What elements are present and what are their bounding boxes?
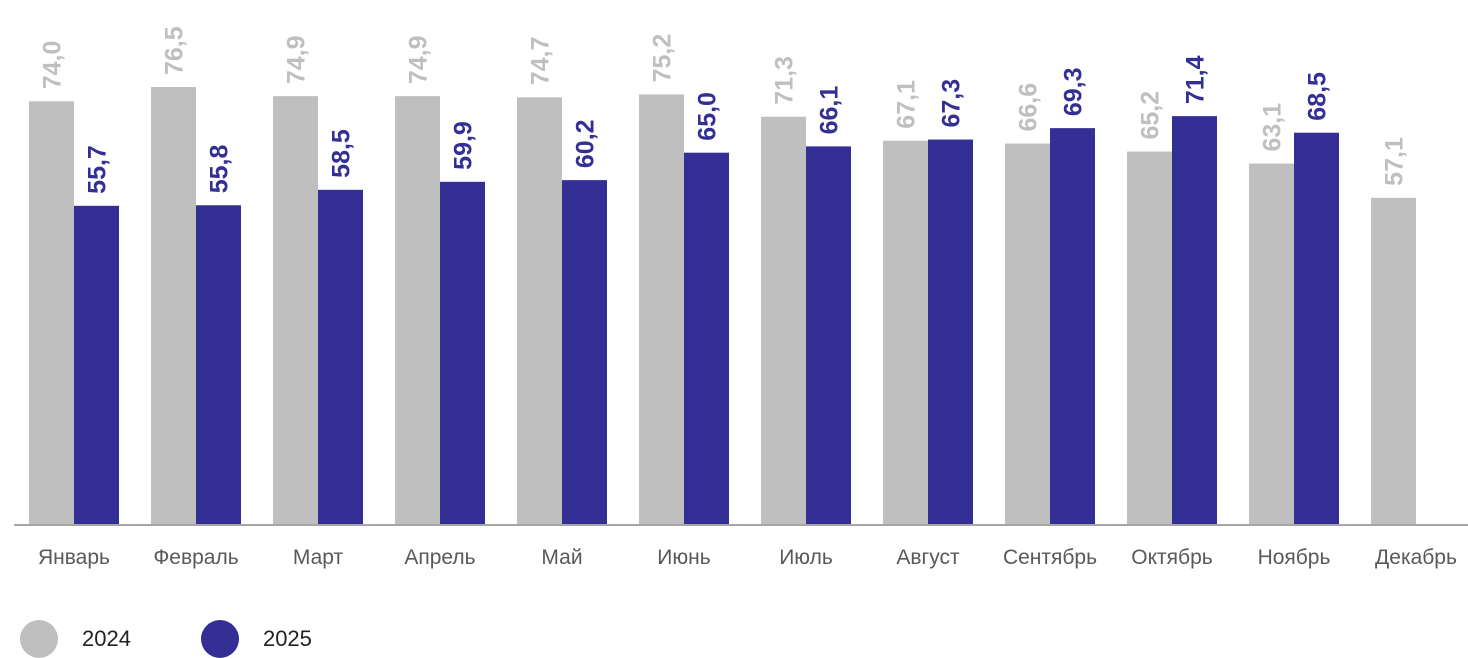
- legend-label-2025: 2025: [262, 626, 312, 651]
- legend-swatch-2024: [20, 620, 58, 658]
- data-label-2025-4: 59,9: [450, 121, 478, 170]
- data-label-2024-7: 71,3: [771, 56, 799, 105]
- x-tick-label-1: Январь: [38, 546, 110, 569]
- data-label-2024-11: 63,1: [1259, 103, 1287, 152]
- bar-2025-2: [196, 205, 241, 524]
- bar-2024-5: [517, 97, 562, 525]
- x-tick-label-2: Февраль: [153, 546, 238, 569]
- data-label-2025-1: 55,7: [84, 145, 112, 194]
- data-label-2024-5: 74,7: [527, 37, 555, 86]
- data-label-2025-9: 69,3: [1060, 67, 1088, 116]
- legend-label-2024: 2024: [82, 626, 131, 651]
- data-label-2025-7: 66,1: [816, 86, 844, 135]
- x-tick-label-9: Сентябрь: [1003, 546, 1097, 569]
- bar-2024-1: [29, 101, 74, 525]
- bar-2025-4: [440, 181, 485, 524]
- data-label-2024-2: 76,5: [161, 26, 189, 75]
- data-labels-layer: 74,0 55,7 76,5 55,8 74,9 58,5 74,9 59,9 74,7 60,2…: [39, 26, 1409, 194]
- bar-2025-3: [318, 189, 363, 524]
- data-label-2025-8: 67,3: [938, 79, 966, 128]
- data-label-2025-10: 71,4: [1182, 55, 1210, 104]
- bar-2025-1: [74, 205, 119, 524]
- data-label-2024-9: 66,6: [1015, 83, 1043, 132]
- data-label-2024-4: 74,9: [405, 35, 433, 84]
- bar-2024-4: [395, 96, 440, 525]
- x-tick-label-3: Март: [293, 546, 344, 569]
- bar-2025-5: [562, 180, 607, 524]
- bar-2024-9: [1005, 143, 1050, 524]
- data-label-2024-6: 75,2: [649, 34, 677, 83]
- bar-2024-7: [761, 116, 806, 524]
- data-label-2025-6: 65,0: [694, 92, 722, 141]
- legend: 2024 2025: [20, 620, 382, 658]
- bar-2024-8: [883, 140, 928, 525]
- legend-swatch-2025: [200, 620, 239, 658]
- x-tick-label-4: Апрель: [404, 546, 475, 569]
- legend-item-2024: 2024: [20, 620, 131, 658]
- bar-2025-11: [1294, 132, 1339, 524]
- x-tick-label-7: Июль: [779, 546, 833, 569]
- x-tick-labels: Январь Февраль Март Апрель Май Июнь Июль Август…: [38, 546, 1457, 569]
- bar-2024-6: [639, 94, 684, 524]
- bar-2025-6: [684, 152, 729, 524]
- data-label-2024-3: 74,9: [283, 35, 311, 84]
- data-label-2024-8: 67,1: [893, 80, 921, 129]
- bar-2024-3: [273, 96, 318, 525]
- data-label-2025-11: 68,5: [1304, 72, 1332, 121]
- x-tick-label-10: Октябрь: [1131, 546, 1212, 569]
- bar-2024-2: [151, 87, 196, 524]
- legend-item-2025: 2025: [200, 620, 312, 658]
- bar-2024-10: [1127, 151, 1172, 524]
- x-tick-label-11: Ноябрь: [1258, 546, 1331, 569]
- bar-2024-11: [1249, 163, 1294, 525]
- bar-2024-12: [1371, 197, 1416, 524]
- bar-2025-9: [1050, 128, 1095, 525]
- x-tick-label-6: Июнь: [657, 546, 710, 569]
- data-label-2025-3: 58,5: [328, 129, 356, 178]
- bar-2025-10: [1172, 116, 1217, 524]
- x-tick-label-12: Декабрь: [1375, 546, 1457, 569]
- data-label-2024-12: 57,1: [1381, 137, 1409, 186]
- bars-layer: [29, 87, 1416, 525]
- bar-2025-8: [928, 139, 973, 524]
- x-tick-label-8: Август: [896, 546, 960, 569]
- data-label-2025-5: 60,2: [572, 119, 600, 168]
- data-label-2025-2: 55,8: [206, 144, 234, 193]
- bar-2025-7: [806, 146, 851, 524]
- data-label-2024-1: 74,0: [39, 41, 67, 90]
- x-tick-label-5: Май: [541, 546, 582, 569]
- data-label-2024-10: 65,2: [1137, 91, 1165, 140]
